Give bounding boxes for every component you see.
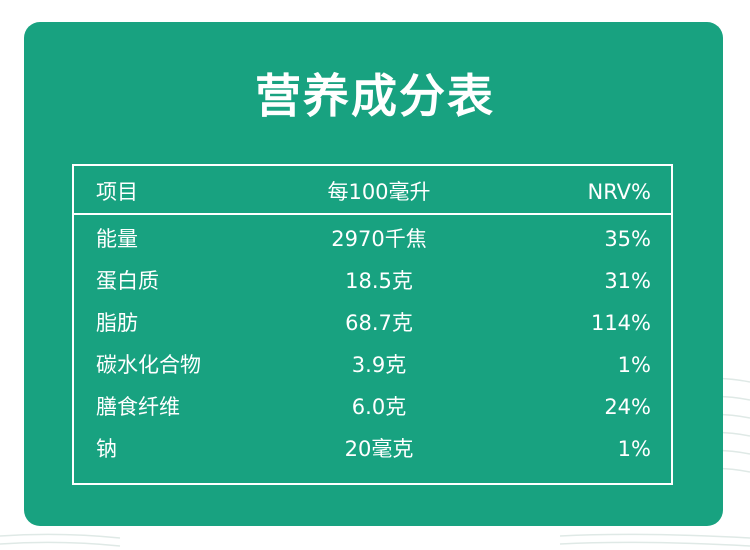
table-header-row: 项目 每100毫升 NRV% bbox=[74, 172, 671, 212]
row-per-100ml: 2970千焦 bbox=[331, 227, 427, 251]
nutrition-table: 项目 每100毫升 NRV% 能量 2970千焦 35% 蛋白质 18.5克 3… bbox=[72, 164, 673, 485]
header-item: 项目 bbox=[96, 180, 138, 204]
row-per-100ml: 6.0克 bbox=[351, 395, 407, 419]
row-per-100ml: 20毫克 bbox=[344, 437, 414, 461]
row-per-100ml: 3.9克 bbox=[351, 353, 407, 377]
nutrition-card bbox=[24, 22, 723, 526]
page-title: 营养成分表 bbox=[255, 69, 495, 123]
table-row: 碳水化合物 3.9克 1% bbox=[74, 345, 671, 385]
row-per-100ml: 68.7克 bbox=[345, 311, 413, 335]
table-row: 脂肪 68.7克 114% bbox=[74, 303, 671, 343]
row-per-100ml: 18.5克 bbox=[345, 269, 413, 293]
row-nrv: 1% bbox=[617, 353, 651, 377]
row-item: 能量 bbox=[96, 227, 138, 251]
row-nrv: 35% bbox=[604, 227, 651, 251]
row-nrv: 1% bbox=[617, 437, 651, 461]
row-item: 钠 bbox=[96, 437, 117, 461]
table-row: 钠 20毫克 1% bbox=[74, 429, 671, 469]
table-row: 膳食纤维 6.0克 24% bbox=[74, 387, 671, 427]
header-per-100ml: 每100毫升 bbox=[327, 180, 431, 204]
row-nrv: 24% bbox=[604, 395, 651, 419]
header-nrv: NRV% bbox=[587, 180, 651, 204]
row-item: 膳食纤维 bbox=[96, 395, 180, 419]
row-nrv: 31% bbox=[604, 269, 651, 293]
row-item: 蛋白质 bbox=[96, 269, 159, 293]
table-row: 能量 2970千焦 35% bbox=[74, 219, 671, 259]
header-divider bbox=[74, 213, 671, 215]
row-item: 碳水化合物 bbox=[96, 353, 201, 377]
table-row: 蛋白质 18.5克 31% bbox=[74, 261, 671, 301]
row-item: 脂肪 bbox=[96, 311, 138, 335]
row-nrv: 114% bbox=[590, 311, 651, 335]
